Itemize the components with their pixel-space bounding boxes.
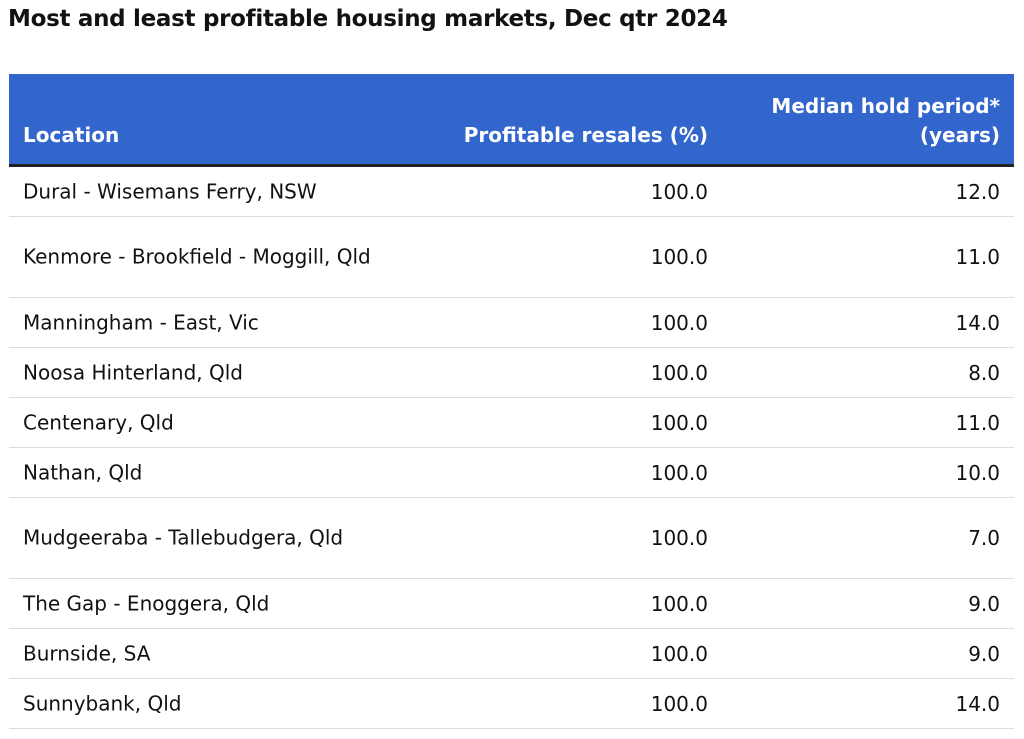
column-header-median-hold-period-line1: Median hold period*: [771, 94, 1000, 118]
cell-median-hold-period: 9.0: [968, 591, 1000, 616]
table-row: Sunnybank, Qld 100.0 14.0: [9, 679, 1014, 729]
cell-profitable-resales: 100.0: [650, 245, 708, 269]
column-header-median-hold-period: Median hold period* (years): [771, 92, 1000, 150]
table-row: Dural - Wisemans Ferry, NSW 100.0 12.0: [9, 167, 1014, 217]
cell-profitable-resales: 100.0: [650, 310, 708, 335]
cell-median-hold-period: 11.0: [955, 410, 1000, 435]
table-row: The Gap - Enoggera, Qld 100.0 9.0: [9, 579, 1014, 629]
cell-median-hold-period: 9.0: [968, 641, 1000, 666]
cell-median-hold-period: 7.0: [968, 526, 1000, 550]
cell-location: Kenmore - Brookfield - Moggill, Qld: [23, 244, 371, 269]
cell-location: Sunnybank, Qld: [23, 691, 182, 715]
cell-profitable-resales: 100.0: [650, 591, 708, 616]
cell-location: Dural - Wisemans Ferry, NSW: [23, 179, 317, 203]
cell-location: Mudgeeraba - Tallebudgera, Qld: [23, 525, 344, 550]
cell-profitable-resales: 100.0: [650, 179, 708, 204]
cell-location: Nathan, Qld: [23, 460, 143, 484]
cell-location: Manningham - East, Vic: [23, 310, 259, 334]
cell-profitable-resales: 100.0: [650, 360, 708, 385]
table-row: Centenary, Qld 100.0 11.0: [9, 398, 1014, 448]
table-row: Noosa Hinterland, Qld 100.0 8.0: [9, 348, 1014, 398]
cell-median-hold-period: 14.0: [955, 691, 1000, 716]
table-body: Dural - Wisemans Ferry, NSW 100.0 12.0 Kenm…: [9, 167, 1014, 729]
cell-profitable-resales: 100.0: [650, 410, 708, 435]
table-row: Nathan, Qld 100.0 10.0: [9, 448, 1014, 498]
data-table: Location Profitable resales (%) Median h…: [9, 74, 1014, 729]
cell-median-hold-period: 14.0: [955, 310, 1000, 335]
cell-profitable-resales: 100.0: [650, 460, 708, 485]
cell-median-hold-period: 11.0: [955, 245, 1000, 269]
chart-title: Most and least profitable housing market…: [8, 6, 728, 32]
table-row: Manningham - East, Vic 100.0 14.0: [9, 298, 1014, 348]
cell-profitable-resales: 100.0: [650, 526, 708, 550]
table-row: Kenmore - Brookfield - Moggill, Qld 100.0…: [9, 217, 1014, 298]
column-header-median-hold-period-line2: (years): [919, 123, 1000, 147]
table-row: Mudgeeraba - Tallebudgera, Qld 100.0 7.0: [9, 498, 1014, 579]
column-header-profitable-resales: Profitable resales (%): [463, 123, 708, 147]
cell-median-hold-period: 10.0: [955, 460, 1000, 485]
table-row: Burnside, SA 100.0 9.0: [9, 629, 1014, 679]
cell-location: The Gap - Enoggera, Qld: [23, 591, 270, 615]
cell-median-hold-period: 8.0: [968, 360, 1000, 385]
cell-location: Burnside, SA: [23, 641, 151, 665]
cell-median-hold-period: 12.0: [955, 179, 1000, 204]
cell-profitable-resales: 100.0: [650, 641, 708, 666]
cell-profitable-resales: 100.0: [650, 691, 708, 716]
cell-location: Centenary, Qld: [23, 410, 174, 434]
cell-location: Noosa Hinterland, Qld: [23, 360, 243, 384]
table-header: Location Profitable resales (%) Median h…: [9, 74, 1014, 167]
column-header-location: Location: [23, 123, 120, 147]
